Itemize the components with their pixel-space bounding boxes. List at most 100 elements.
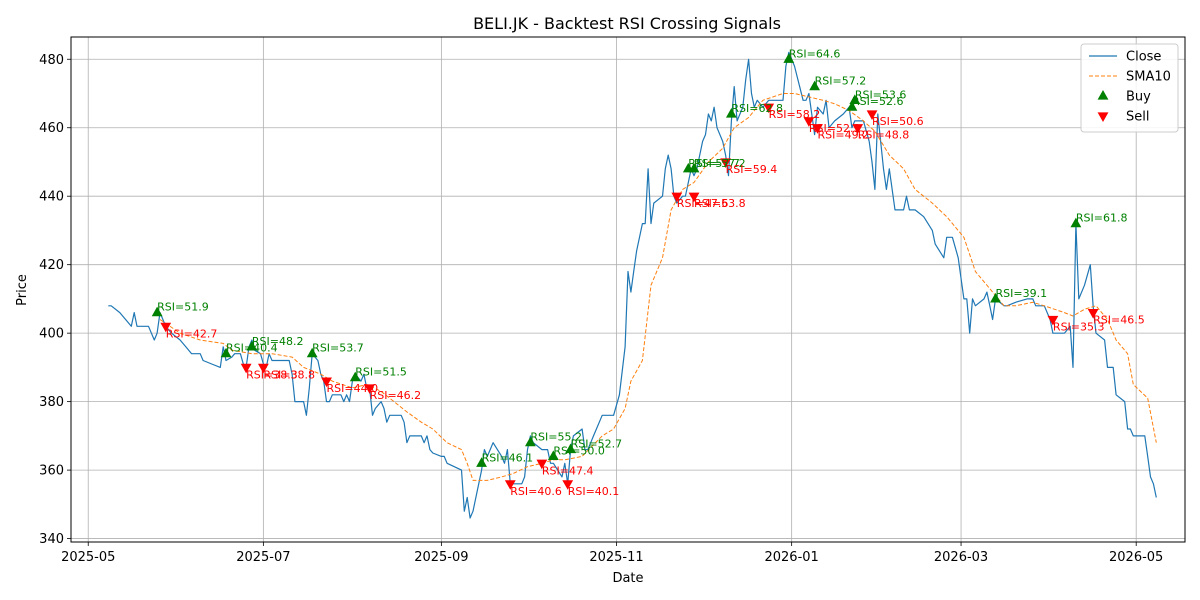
buy-marker (990, 292, 1001, 303)
x-tick-label: 2025-09 (414, 550, 468, 565)
buy-marker (151, 306, 163, 317)
buy-annotation: RSI=57.7 (688, 157, 740, 170)
buy-annotation: RSI=52.7 (571, 438, 623, 451)
buy-marker (565, 443, 576, 454)
sell-annotation: RSI=47.4 (542, 464, 594, 477)
sell-annotation: RSI=52.1 (809, 122, 861, 135)
buy-marker (725, 108, 737, 118)
buy-marker (246, 340, 258, 351)
sell-marker (160, 322, 172, 333)
buy-annotation: RSI=62.8 (731, 102, 783, 115)
sell-annotation: RSI=38.8 (263, 368, 315, 381)
buy-annotation: RSI=53.6 (855, 88, 907, 101)
buy-marker (849, 94, 861, 104)
sell-annotation: RSI=47.6 (677, 197, 729, 210)
sell-marker (803, 117, 815, 127)
buy-marker (688, 162, 700, 173)
x-axis-label: Date (612, 571, 643, 586)
sell-annotation: RSI=53.8 (694, 197, 746, 210)
buy-annotation: RSI=61.8 (1076, 212, 1128, 225)
buy-annotation: RSI=53.7 (312, 342, 364, 355)
y-tick-label: 440 (39, 190, 64, 205)
buy-marker (809, 80, 821, 91)
legend-swatch-buy (1097, 90, 1109, 100)
buy-annotation: RSI=57.2 (815, 75, 867, 88)
sell-annotation: RSI=50.6 (872, 115, 924, 128)
y-axis-label: Price (15, 274, 30, 306)
buy-marker (783, 53, 795, 63)
sell-annotation: RSI=58.2 (769, 108, 821, 121)
buy-annotation: RSI=55.2 (530, 431, 582, 444)
sell-marker (321, 377, 332, 388)
y-tick-label: 380 (39, 395, 64, 410)
legend-box (1080, 43, 1179, 133)
buy-marker (524, 436, 536, 447)
x-axis: 2025-05 2025-07 2025-09 2025-11 2026-01 2026-… (61, 542, 1163, 565)
sell-marker (364, 384, 375, 394)
buy-marker (547, 450, 559, 461)
sell-marker (852, 124, 864, 134)
legend-label-sma: SMA10 (1126, 70, 1171, 85)
legend-swatch-sell (1097, 112, 1109, 122)
buy-annotation: RSI=51.9 (157, 301, 209, 314)
sell-marker (720, 158, 732, 168)
sell-marker (504, 480, 516, 490)
x-tick-label: 2025-07 (236, 550, 290, 565)
sell-annotation: RSI=46.2 (370, 389, 422, 402)
chart-title: BELI.JK - Backtest RSI Crossing Signals (473, 14, 781, 33)
series-line-close (108, 51, 1157, 519)
sell-annotation: RSI=42.7 (166, 327, 218, 340)
buy-marker (220, 347, 232, 358)
signal-markers (151, 53, 1099, 490)
sell-marker (536, 459, 548, 470)
sell-annotation: RSI=35.3 (1053, 320, 1105, 333)
series-layer (108, 51, 1157, 519)
sell-annotation: RSI=48.8 (858, 129, 910, 142)
buy-marker (349, 371, 361, 382)
sell-annotation: RSI=46.5 (1093, 314, 1145, 327)
y-tick-label: 480 (39, 53, 64, 68)
buy-marker (1070, 217, 1082, 228)
buy-annotation: RSI=48.2 (252, 335, 304, 348)
grid (71, 37, 1185, 542)
x-tick-label: 2026-01 (764, 550, 818, 565)
buy-annotation: RSI=51.5 (355, 366, 407, 379)
y-tick-label: 340 (39, 532, 64, 547)
buy-annotation: RSI=40.4 (226, 342, 278, 355)
buy-annotation: RSI=64.6 (789, 47, 841, 60)
legend: Close SMA10 Buy Sell (1080, 43, 1179, 133)
sell-marker (240, 363, 252, 374)
buy-annotation: RSI=52.6 (852, 95, 904, 108)
sell-marker (671, 192, 683, 203)
sell-annotation: RSI=49.2 (817, 129, 869, 142)
buy-annotation: RSI=46.1 (482, 451, 534, 464)
buy-annotation: RSI=57.2 (694, 157, 746, 170)
sell-marker (866, 110, 878, 121)
legend-label-close: Close (1126, 50, 1161, 65)
y-tick-label: 360 (39, 464, 64, 479)
x-tick-label: 2026-03 (934, 550, 988, 565)
buy-marker (846, 101, 858, 111)
sell-annotation: RSI=38.3 (246, 368, 298, 381)
buy-marker (306, 347, 318, 358)
y-tick-label: 460 (39, 121, 64, 136)
sell-annotation: RSI=40.6 (510, 485, 562, 498)
legend-label-sell: Sell (1126, 110, 1149, 125)
sell-marker (812, 124, 823, 134)
buy-annotation: RSI=50.0 (553, 444, 605, 457)
sell-annotation: RSI=40.1 (568, 485, 620, 498)
buy-marker (476, 457, 487, 467)
sell-marker (257, 363, 269, 374)
y-axis: 340 360 380 400 420 440 460 480 (39, 53, 71, 547)
x-tick-label: 2025-11 (589, 550, 643, 565)
x-tick-label: 2026-05 (1109, 550, 1163, 565)
plot-frame (70, 36, 1186, 543)
buy-annotation: RSI=39.1 (996, 287, 1048, 300)
y-tick-label: 400 (39, 327, 64, 342)
x-tick-label: 2025-05 (61, 550, 115, 565)
sell-marker (562, 480, 574, 490)
sell-marker (1047, 315, 1059, 326)
